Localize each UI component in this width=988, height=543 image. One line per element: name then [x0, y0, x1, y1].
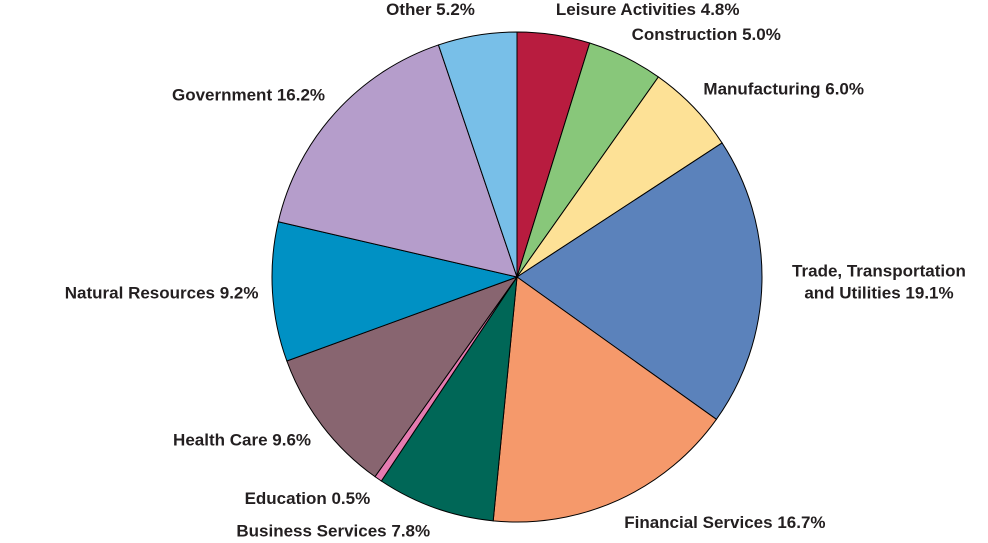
- slice: [271, 221, 519, 362]
- slice: [492, 276, 718, 523]
- category-label: Manufacturing: [703, 79, 821, 99]
- value-label: 16.7%: [777, 512, 826, 532]
- category-label: Education: [244, 489, 327, 509]
- slice: [286, 275, 519, 478]
- value-label: 16.2%: [276, 85, 326, 105]
- slice-label: Leisure Activities 4.8%: [556, 0, 740, 21]
- value-label: 19.1%: [905, 283, 954, 303]
- slice-label: Natural Resources 9.2%: [65, 283, 259, 305]
- slice-label: Other 5.2%: [386, 0, 475, 22]
- value-label: 5.0%: [742, 24, 781, 44]
- category-label: Trade, Transportation and Utilities: [792, 261, 966, 303]
- slice: [380, 276, 518, 522]
- value-label: 9.2%: [219, 283, 259, 303]
- slice-label: Education 0.5%: [245, 488, 371, 510]
- category-label: Construction: [631, 24, 738, 44]
- value-label: 7.8%: [391, 521, 431, 541]
- slice-label: Construction 5.0%: [632, 24, 781, 46]
- category-label: Natural Resources: [64, 283, 216, 303]
- category-label: Leisure Activities: [555, 0, 697, 20]
- category-label: Health Care: [173, 430, 268, 450]
- slice: [277, 44, 518, 278]
- value-label: 6.0%: [825, 79, 864, 99]
- slice-label: Health Care 9.6%: [173, 430, 311, 452]
- value-label: 4.8%: [700, 0, 740, 20]
- slice: [516, 142, 763, 421]
- category-label: Other: [386, 0, 432, 20]
- value-label: 0.5%: [331, 489, 371, 509]
- slice-label: Financial Services 16.7%: [624, 512, 825, 534]
- category-label: Financial Services: [624, 512, 773, 532]
- slice-label: Business Services 7.8%: [236, 520, 430, 542]
- slice-label: Government 16.2%: [172, 85, 325, 107]
- category-label: Government: [171, 85, 273, 105]
- value-label: 9.6%: [272, 430, 312, 450]
- slice: [437, 31, 518, 278]
- value-label: 5.2%: [436, 0, 475, 20]
- slice-label: Manufacturing 6.0%: [703, 79, 864, 101]
- slice-label: Trade, Transportation and Utilities 19.1…: [776, 261, 982, 305]
- category-label: Business Services: [236, 521, 387, 541]
